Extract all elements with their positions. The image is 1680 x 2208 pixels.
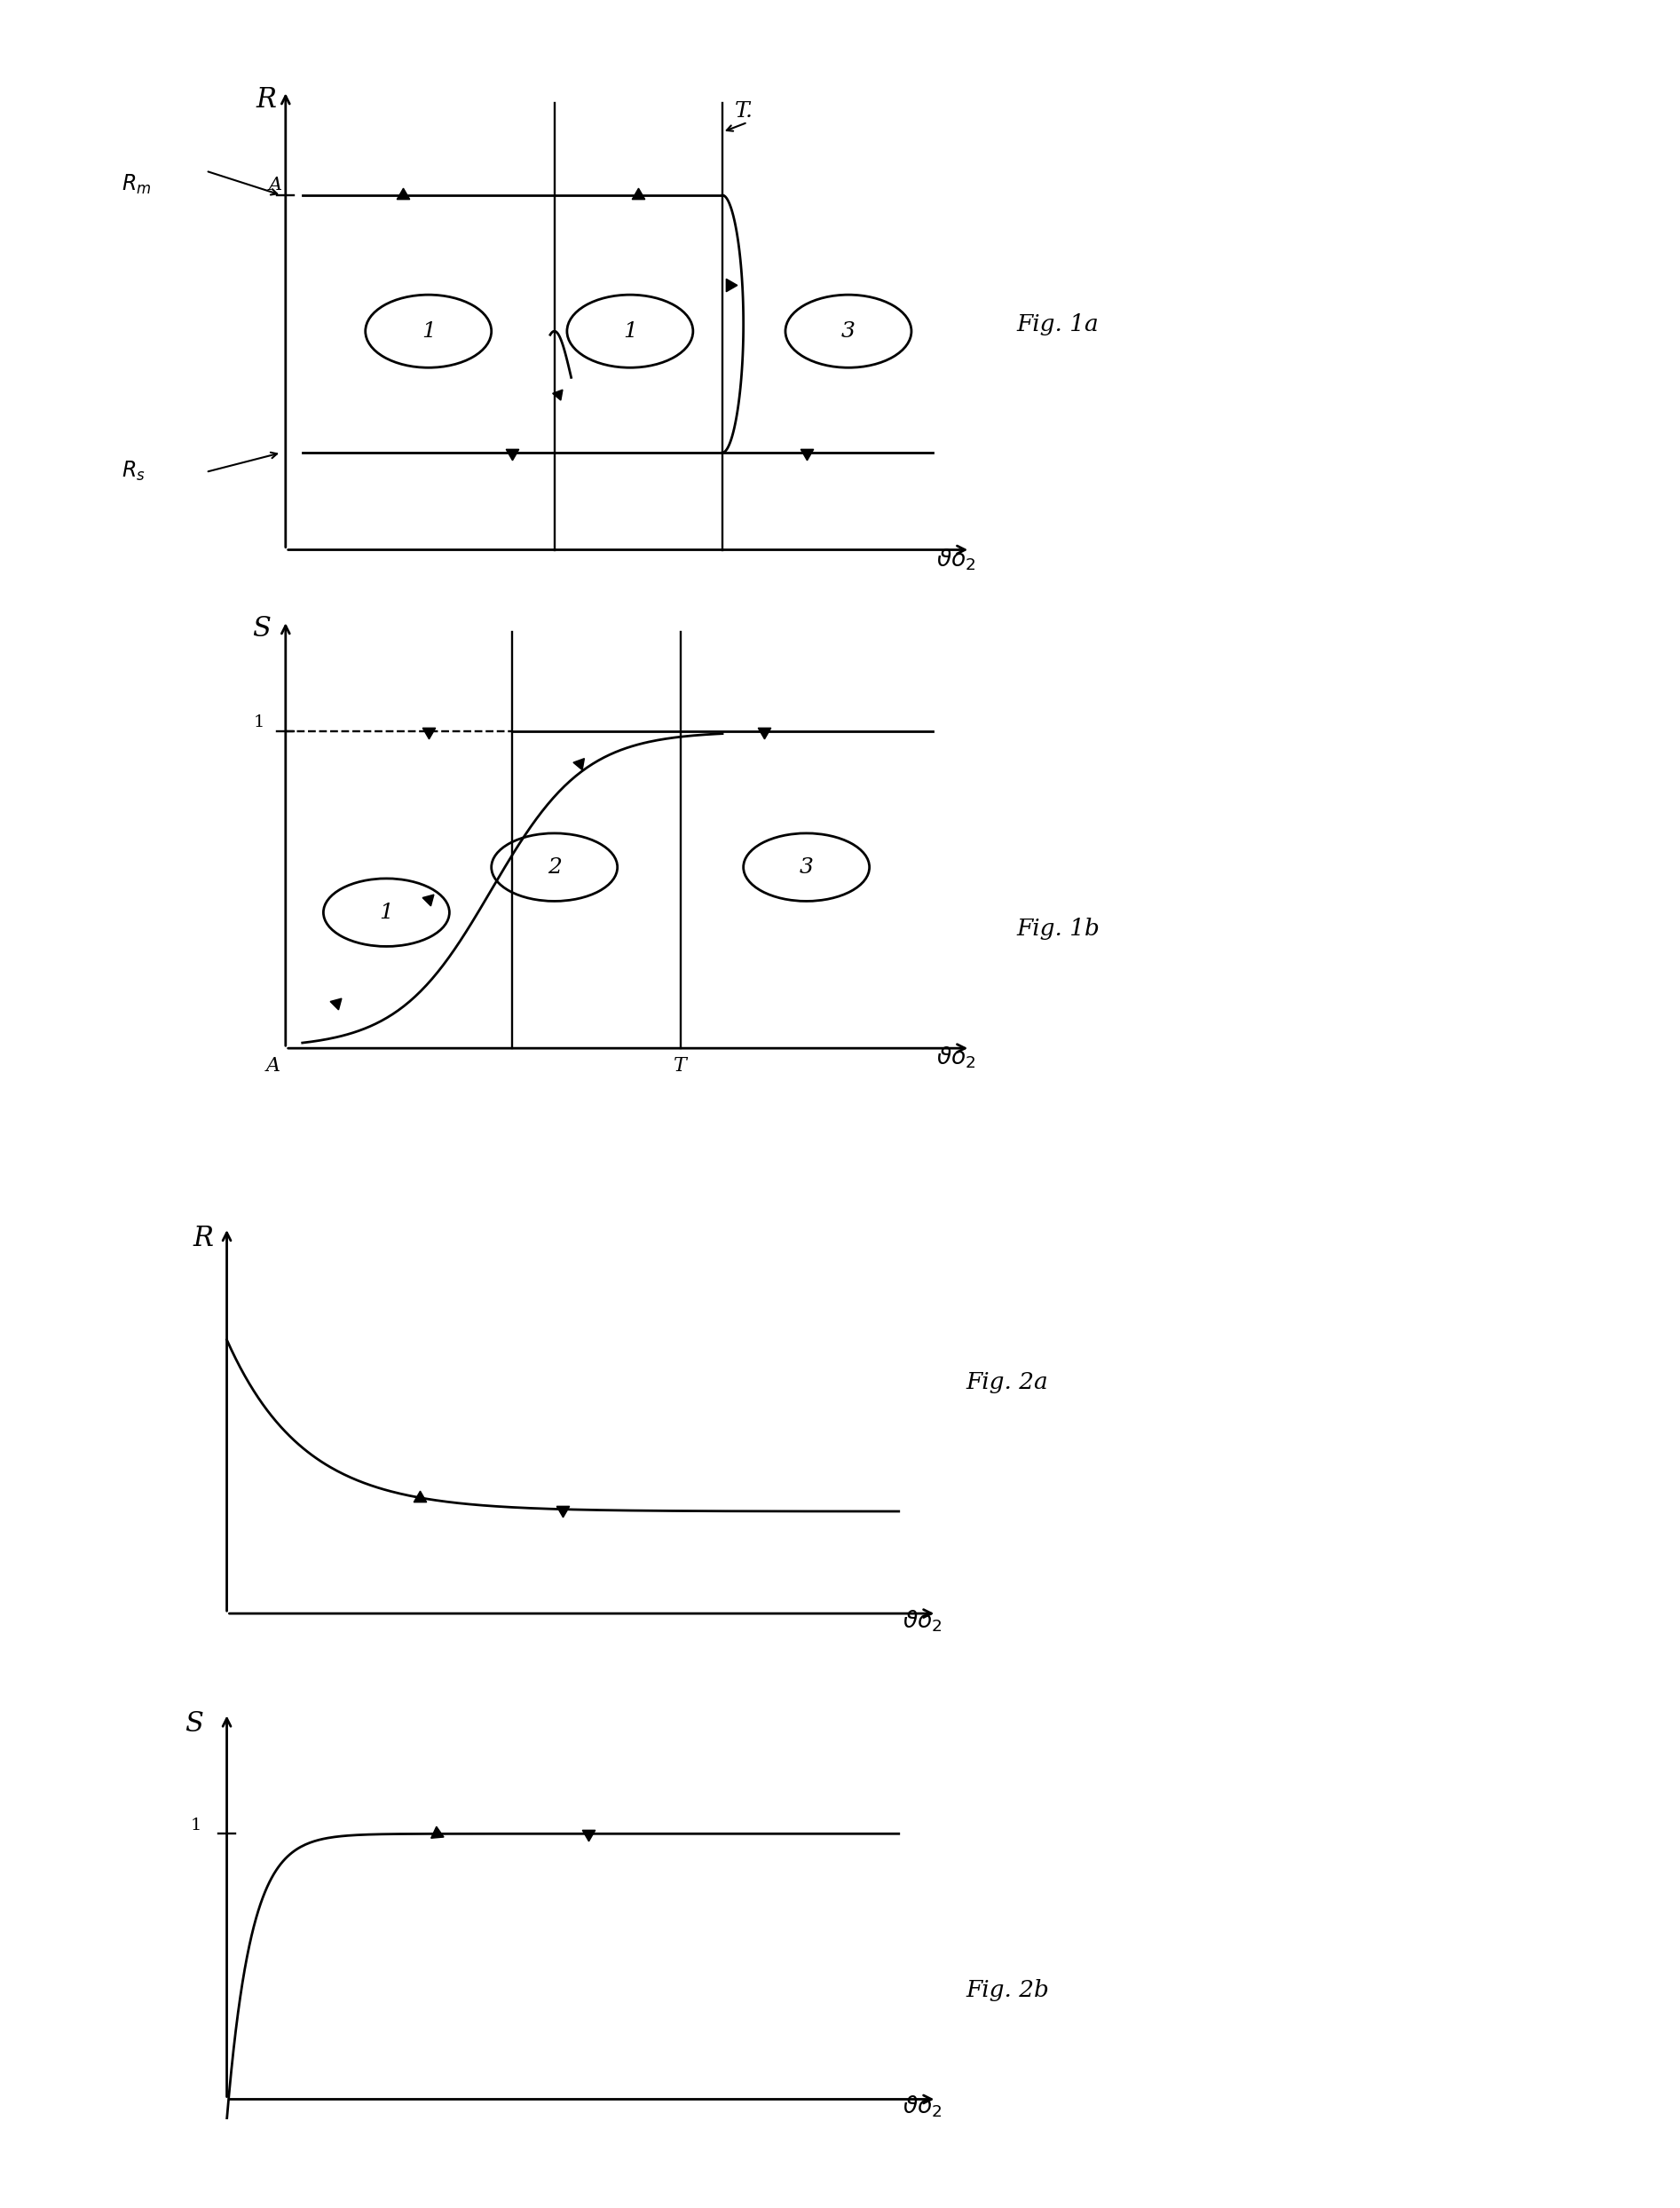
Text: $R_s$: $R_s$ — [123, 459, 146, 481]
Text: 1: 1 — [623, 320, 637, 342]
Text: $\vartheta o_2$: $\vartheta o_2$ — [937, 1044, 976, 1071]
Text: 1: 1 — [422, 320, 435, 342]
Text: $\vartheta o_2$: $\vartheta o_2$ — [904, 1607, 942, 1634]
Text: Fig. 1b: Fig. 1b — [1016, 916, 1100, 941]
Text: S: S — [252, 616, 270, 643]
Text: A: A — [265, 1055, 281, 1075]
Text: $\vartheta o_2$: $\vartheta o_2$ — [937, 548, 976, 572]
Text: 2: 2 — [548, 857, 561, 877]
Text: 3: 3 — [800, 857, 813, 877]
Text: A: A — [269, 177, 282, 194]
Text: S: S — [185, 1711, 203, 1738]
Text: 1: 1 — [380, 903, 393, 923]
Text: Fig. 1a: Fig. 1a — [1016, 314, 1099, 336]
Text: R: R — [193, 1225, 213, 1252]
Text: Fig. 2a: Fig. 2a — [966, 1371, 1048, 1393]
Text: R: R — [255, 86, 277, 115]
Text: 1: 1 — [190, 1817, 202, 1833]
Text: Fig. 2b: Fig. 2b — [966, 1978, 1050, 2003]
Text: 1: 1 — [254, 715, 265, 731]
Text: $R_m$: $R_m$ — [123, 172, 151, 197]
Text: $\vartheta o_2$: $\vartheta o_2$ — [904, 2093, 942, 2120]
Text: 3: 3 — [842, 320, 855, 342]
Text: T.: T. — [734, 102, 754, 121]
Text: T: T — [674, 1055, 687, 1075]
